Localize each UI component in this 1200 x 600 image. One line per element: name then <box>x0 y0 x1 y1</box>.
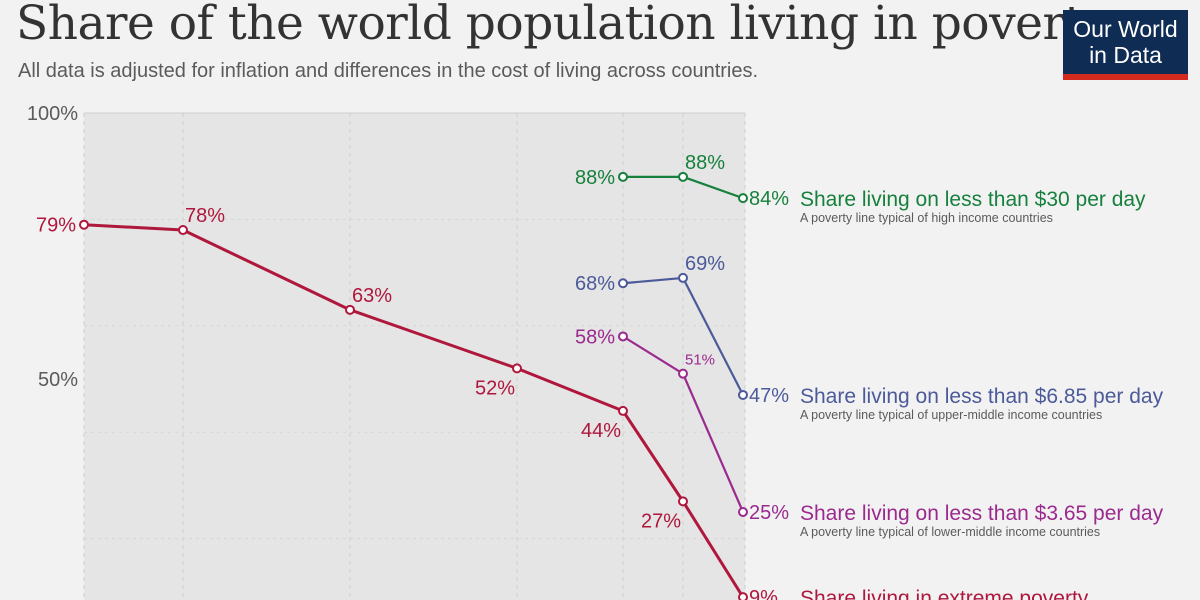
series-name-label[interactable]: Share living on less than $3.65 per day <box>800 502 1164 525</box>
data-label: 52% <box>475 377 515 399</box>
data-point[interactable] <box>738 389 748 400</box>
data-point[interactable] <box>678 171 688 182</box>
data-label: 78% <box>185 205 225 227</box>
data-label: 27% <box>641 510 681 532</box>
data-point[interactable] <box>618 331 628 342</box>
data-label: 47% <box>749 385 789 407</box>
logo-line-1: Our World <box>1073 16 1178 42</box>
data-point[interactable] <box>345 304 355 315</box>
data-point[interactable] <box>678 496 688 507</box>
plot-background <box>84 113 745 600</box>
series-subtitle-label: A poverty line typical of lower-middle i… <box>800 525 1100 539</box>
series-name-label[interactable]: Share living on less than $30 per day <box>800 188 1146 211</box>
data-point[interactable] <box>678 272 688 283</box>
data-point[interactable] <box>678 368 688 379</box>
data-point[interactable] <box>618 405 628 416</box>
data-point[interactable] <box>738 507 748 517</box>
series-subtitle-label: A poverty line typical of upper-middle i… <box>800 408 1102 422</box>
y-tick-label: 100% <box>27 103 78 125</box>
data-point[interactable] <box>178 225 188 236</box>
chart-subtitle: All data is adjusted for inflation and d… <box>18 60 759 82</box>
series-name-label[interactable]: Share living in extreme poverty <box>800 587 1089 600</box>
data-label: 51% <box>685 352 715 369</box>
our-world-in-data-logo[interactable]: Our World in Data <box>1063 10 1188 80</box>
data-point[interactable] <box>618 171 628 182</box>
data-point[interactable] <box>738 193 748 204</box>
chart-title: Share of the world population living in … <box>16 0 1109 51</box>
data-label: 88% <box>575 167 615 189</box>
data-label: 44% <box>581 420 621 442</box>
y-tick-label: 50% <box>38 369 78 391</box>
data-label: 25% <box>749 502 789 524</box>
series-subtitle-label: A poverty line typical of high income co… <box>800 211 1053 225</box>
data-label: 88% <box>685 152 725 174</box>
data-label: 9% <box>749 587 778 600</box>
data-label: 58% <box>575 326 615 348</box>
data-point[interactable] <box>512 363 522 374</box>
data-label: 68% <box>575 273 615 295</box>
data-point[interactable] <box>618 278 628 289</box>
data-point[interactable] <box>79 219 89 230</box>
data-label: 84% <box>749 188 789 210</box>
data-point[interactable] <box>738 592 748 600</box>
data-label: 63% <box>352 285 392 307</box>
data-label: 79% <box>36 215 76 237</box>
series-name-label[interactable]: Share living on less than $6.85 per day <box>800 385 1164 408</box>
logo-line-2: in Data <box>1089 42 1162 68</box>
data-label: 69% <box>685 253 725 275</box>
